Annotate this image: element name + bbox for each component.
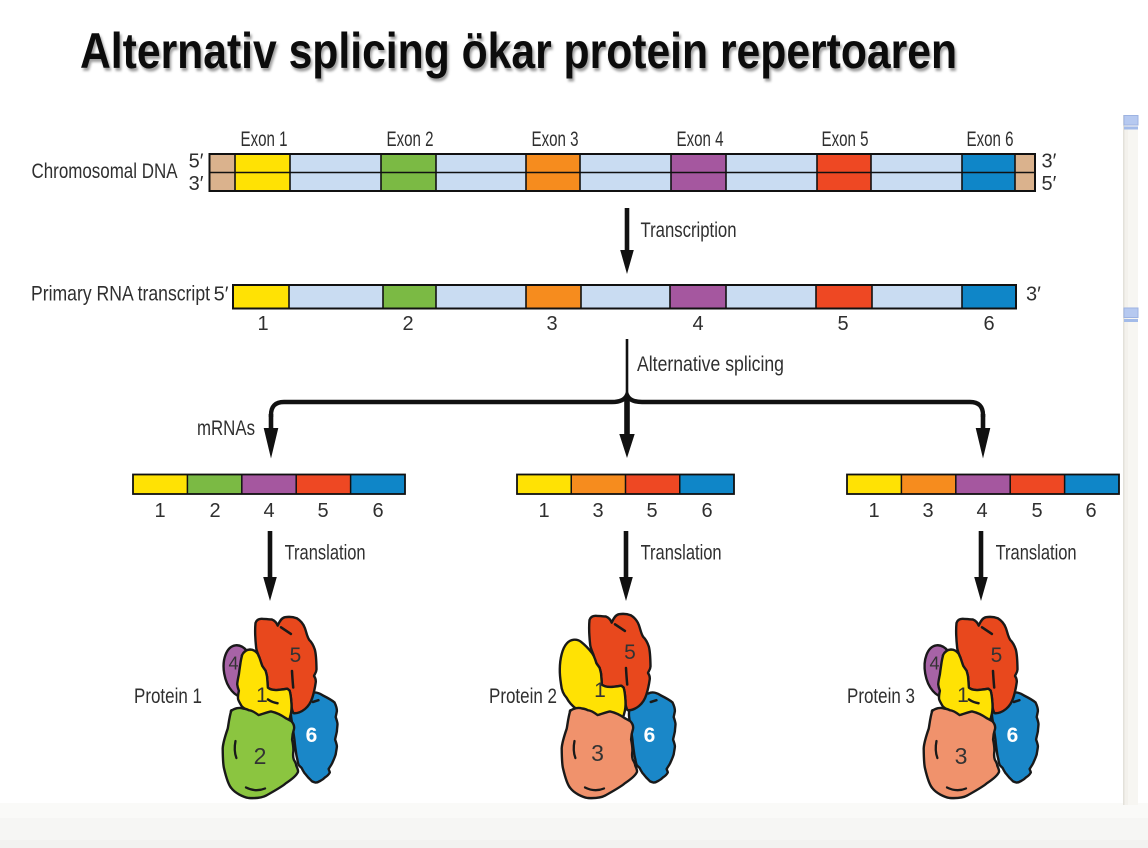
svg-text:Protein 3: Protein 3: [847, 684, 915, 708]
svg-text:6: 6: [306, 724, 318, 747]
svg-text:3′: 3′: [1026, 284, 1041, 306]
svg-text:3′: 3′: [1042, 151, 1057, 173]
svg-text:Translation: Translation: [641, 541, 722, 565]
svg-text:6: 6: [1085, 500, 1096, 522]
svg-text:Exon 2: Exon 2: [387, 127, 434, 151]
svg-text:1: 1: [538, 500, 549, 522]
svg-text:Exon 3: Exon 3: [532, 127, 579, 151]
svg-text:3: 3: [922, 500, 933, 522]
svg-text:4: 4: [929, 654, 939, 674]
svg-text:1: 1: [257, 313, 268, 335]
svg-text:1: 1: [594, 679, 606, 702]
svg-text:5: 5: [290, 644, 302, 667]
svg-text:6: 6: [983, 313, 994, 335]
svg-text:1: 1: [154, 500, 165, 522]
svg-text:6: 6: [644, 724, 656, 747]
svg-text:2: 2: [209, 500, 220, 522]
svg-text:Translation: Translation: [285, 541, 366, 565]
svg-text:Alternativ splicing ökar prote: Alternativ splicing ökar protein reperto…: [80, 23, 957, 79]
svg-text:6: 6: [701, 500, 712, 522]
svg-text:3′: 3′: [189, 173, 204, 195]
svg-text:6: 6: [372, 500, 383, 522]
svg-text:Exon 6: Exon 6: [967, 127, 1014, 151]
svg-text:1: 1: [256, 684, 268, 707]
svg-text:5′: 5′: [214, 284, 229, 306]
svg-text:3: 3: [955, 743, 968, 769]
svg-text:Primary RNA transcript: Primary RNA transcript: [31, 282, 210, 306]
svg-text:Protein 1: Protein 1: [134, 684, 202, 708]
svg-text:5: 5: [646, 500, 657, 522]
svg-text:Chromosomal DNA: Chromosomal DNA: [32, 159, 179, 183]
svg-text:5: 5: [624, 641, 636, 664]
svg-text:3: 3: [591, 740, 604, 766]
svg-text:5: 5: [991, 644, 1003, 667]
svg-text:1: 1: [957, 684, 969, 707]
svg-text:3: 3: [592, 500, 603, 522]
svg-text:5′: 5′: [189, 151, 204, 173]
svg-text:Translation: Translation: [996, 541, 1077, 565]
svg-text:4: 4: [692, 313, 703, 335]
svg-text:2: 2: [254, 743, 267, 769]
svg-text:4: 4: [263, 500, 274, 522]
svg-text:4: 4: [228, 654, 238, 674]
svg-text:Transcription: Transcription: [641, 218, 737, 242]
svg-text:3: 3: [546, 313, 557, 335]
svg-text:5: 5: [317, 500, 328, 522]
svg-text:2: 2: [402, 313, 413, 335]
svg-text:5′: 5′: [1042, 173, 1057, 195]
svg-text:Exon 4: Exon 4: [677, 127, 724, 151]
svg-text:Exon 5: Exon 5: [822, 127, 869, 151]
svg-text:Alternative splicing: Alternative splicing: [637, 352, 784, 376]
svg-text:4: 4: [976, 500, 987, 522]
svg-text:5: 5: [837, 313, 848, 335]
svg-text:mRNAs: mRNAs: [197, 416, 255, 440]
svg-text:Exon 1: Exon 1: [241, 127, 288, 151]
svg-text:6: 6: [1007, 724, 1019, 747]
svg-text:Protein 2: Protein 2: [489, 684, 557, 708]
svg-text:5: 5: [1031, 500, 1042, 522]
svg-text:1: 1: [868, 500, 879, 522]
